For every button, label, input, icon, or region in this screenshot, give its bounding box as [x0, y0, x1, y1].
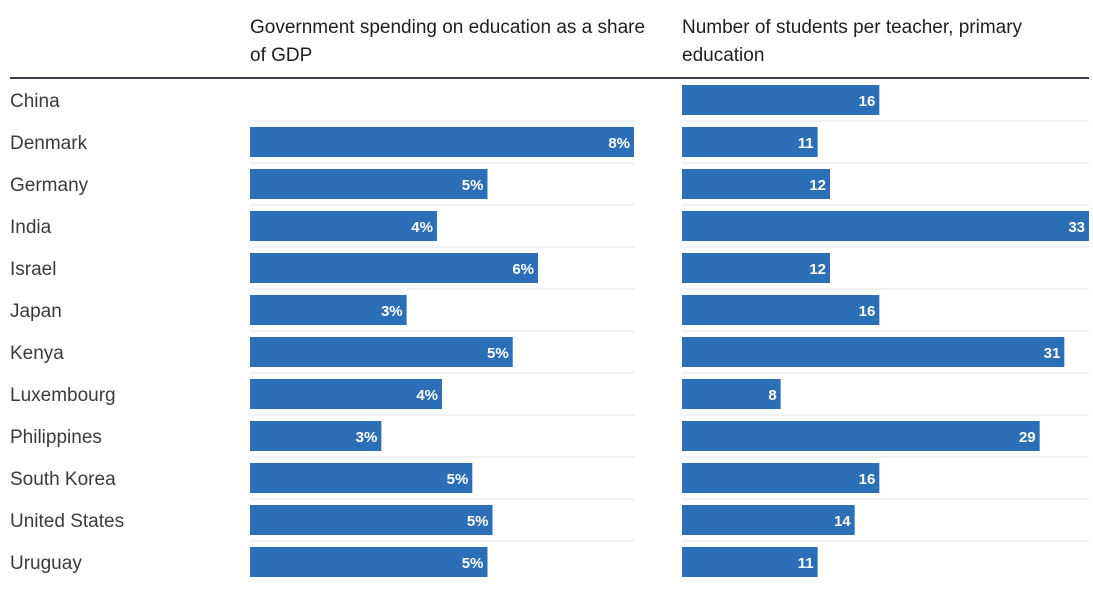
row-label: Israel: [10, 259, 56, 280]
row-label: Philippines: [10, 427, 102, 448]
row-label: Germany: [10, 175, 89, 196]
bar-value-label: 12: [809, 177, 826, 194]
column-title-students-per-teacher: Number of students per teacher, primary …: [682, 17, 1023, 66]
column-title-spending: Government spending on education as a sh…: [250, 17, 646, 66]
bar: [682, 211, 1089, 241]
bar: [682, 547, 818, 577]
bar: [250, 505, 493, 535]
bar: [250, 337, 513, 367]
row-label: Luxembourg: [10, 385, 116, 406]
bar: [682, 379, 781, 409]
row-label: Uruguay: [10, 553, 82, 574]
row-label: South Korea: [10, 469, 116, 490]
bar: [682, 253, 830, 283]
row-label: Japan: [10, 301, 62, 322]
bar: [682, 463, 880, 493]
bar: [682, 85, 880, 115]
bar-value-label: 11: [798, 135, 814, 152]
bar-value-label: 16: [859, 471, 876, 488]
bar-value-label: 31: [1044, 345, 1061, 362]
bar-value-label: 3%: [356, 429, 378, 446]
row-label: China: [10, 91, 60, 112]
bar: [250, 463, 473, 493]
bar-value-label: 29: [1019, 429, 1036, 446]
bar-value-label: 5%: [447, 471, 469, 488]
bar-value-label: 4%: [416, 387, 438, 404]
header-rule: [10, 77, 1089, 79]
bar-value-label: 5%: [462, 555, 484, 572]
bar-value-label: 6%: [512, 261, 534, 278]
bar-value-label: 4%: [411, 219, 433, 236]
bar: [250, 211, 437, 241]
bar: [250, 379, 442, 409]
bar-value-label: 12: [809, 261, 826, 278]
bar: [250, 421, 382, 451]
bar: [250, 169, 488, 199]
bar: [250, 253, 538, 283]
row-label: United States: [10, 511, 124, 532]
bar: [250, 127, 634, 157]
bar-value-label: 5%: [467, 513, 489, 530]
bar: [682, 127, 818, 157]
bar-value-label: 5%: [462, 177, 484, 194]
bar: [682, 169, 830, 199]
bar-value-label: 16: [859, 303, 876, 320]
bar: [682, 505, 855, 535]
bar: [250, 295, 407, 325]
row-label: Denmark: [10, 133, 88, 154]
bar-value-label: 5%: [487, 345, 509, 362]
bar: [250, 547, 488, 577]
bar-value-label: 33: [1068, 219, 1085, 236]
row-label: India: [10, 217, 52, 238]
bar: [682, 295, 880, 325]
bar-value-label: 11: [798, 555, 814, 572]
bar-value-label: 3%: [381, 303, 403, 320]
row-label: Kenya: [10, 343, 64, 364]
bar-value-label: 8%: [608, 135, 630, 152]
bar-value-label: 14: [834, 513, 851, 530]
bar-value-label: 16: [859, 93, 876, 110]
bar-value-label: 8: [768, 387, 776, 404]
bar: [682, 421, 1040, 451]
bar: [682, 337, 1065, 367]
